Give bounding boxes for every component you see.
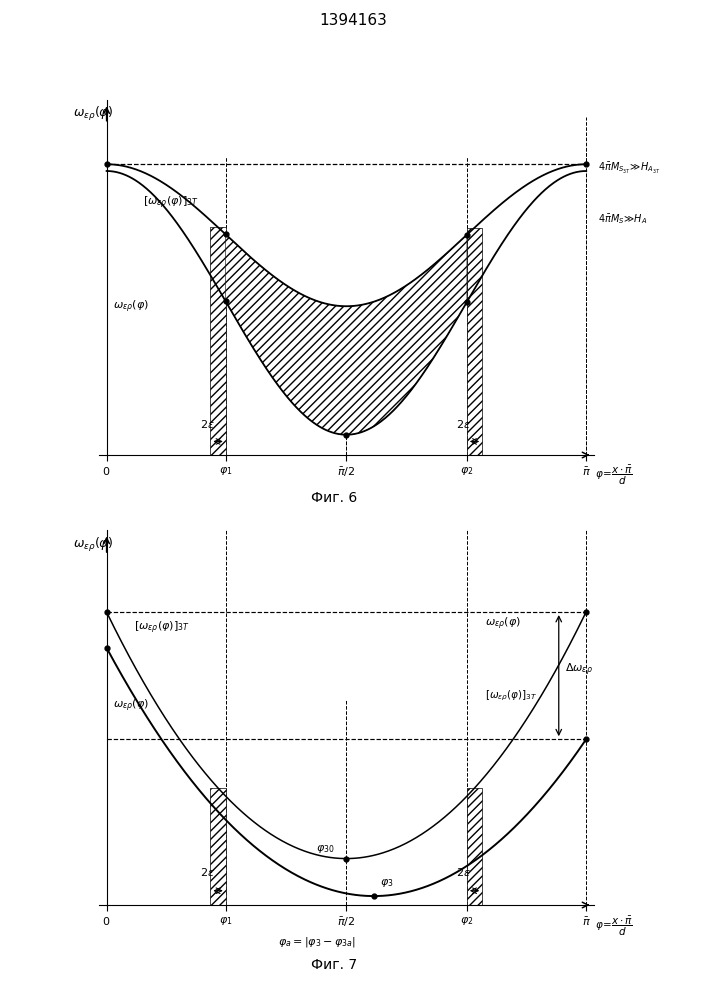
Text: $[\omega_{\varepsilon\rho}(\varphi)]_{3T}$: $[\omega_{\varepsilon\rho}(\varphi)]_{3T… <box>134 619 190 636</box>
Text: $\varphi\!=\!\dfrac{x\cdot\bar\pi}{d}$: $\varphi\!=\!\dfrac{x\cdot\bar\pi}{d}$ <box>595 915 633 938</box>
Text: $2\varepsilon$: $2\varepsilon$ <box>200 418 214 430</box>
Text: $\omega_{\varepsilon\rho}(\varphi)$: $\omega_{\varepsilon\rho}(\varphi)$ <box>485 616 521 632</box>
Text: $\omega_{\varepsilon\rho}(\varphi)$: $\omega_{\varepsilon\rho}(\varphi)$ <box>112 299 148 315</box>
Text: $\omega_{\varepsilon\rho}(\varphi)$: $\omega_{\varepsilon\rho}(\varphi)$ <box>73 536 113 554</box>
Text: $4\bar\pi M_{S_{3T}}\!\gg\! H_{A_{3T}}$: $4\bar\pi M_{S_{3T}}\!\gg\! H_{A_{3T}}$ <box>598 161 661 176</box>
Text: Фиг. 7: Фиг. 7 <box>311 958 358 972</box>
Text: $2\varepsilon$: $2\varepsilon$ <box>456 866 471 878</box>
Text: $[\omega_{\varepsilon\rho}(\varphi)]_{3T}$: $[\omega_{\varepsilon\rho}(\varphi)]_{3T… <box>144 194 199 211</box>
Text: $2\varepsilon$: $2\varepsilon$ <box>200 866 214 878</box>
Text: $\omega_{\varepsilon\rho}(\varphi)$: $\omega_{\varepsilon\rho}(\varphi)$ <box>112 698 148 714</box>
Text: $\varphi\!=\!\dfrac{x\cdot\bar\pi}{d}$: $\varphi\!=\!\dfrac{x\cdot\bar\pi}{d}$ <box>595 464 633 487</box>
Text: $[\omega_{\varepsilon\rho}(\varphi)]_{3T}$: $[\omega_{\varepsilon\rho}(\varphi)]_{3T… <box>485 688 537 703</box>
Text: $\varphi_a = |\varphi_3 - \varphi_{3a}|$: $\varphi_a = |\varphi_3 - \varphi_{3a}|$ <box>278 935 356 949</box>
Text: $4\bar\pi M_S\!\gg\! H_A$: $4\bar\pi M_S\!\gg\! H_A$ <box>598 212 648 226</box>
Text: $2\varepsilon$: $2\varepsilon$ <box>456 418 471 430</box>
Text: $\varphi_3$: $\varphi_3$ <box>380 877 394 889</box>
Text: $\Delta\omega_{\varepsilon\rho}$: $\Delta\omega_{\varepsilon\rho}$ <box>565 661 593 678</box>
Text: Фиг. 6: Фиг. 6 <box>311 491 358 505</box>
Text: $\omega_{\varepsilon\rho}(\varphi)$: $\omega_{\varepsilon\rho}(\varphi)$ <box>73 105 113 123</box>
Text: 1394163: 1394163 <box>320 13 387 28</box>
Text: $\varphi_{30}$: $\varphi_{30}$ <box>316 843 334 855</box>
